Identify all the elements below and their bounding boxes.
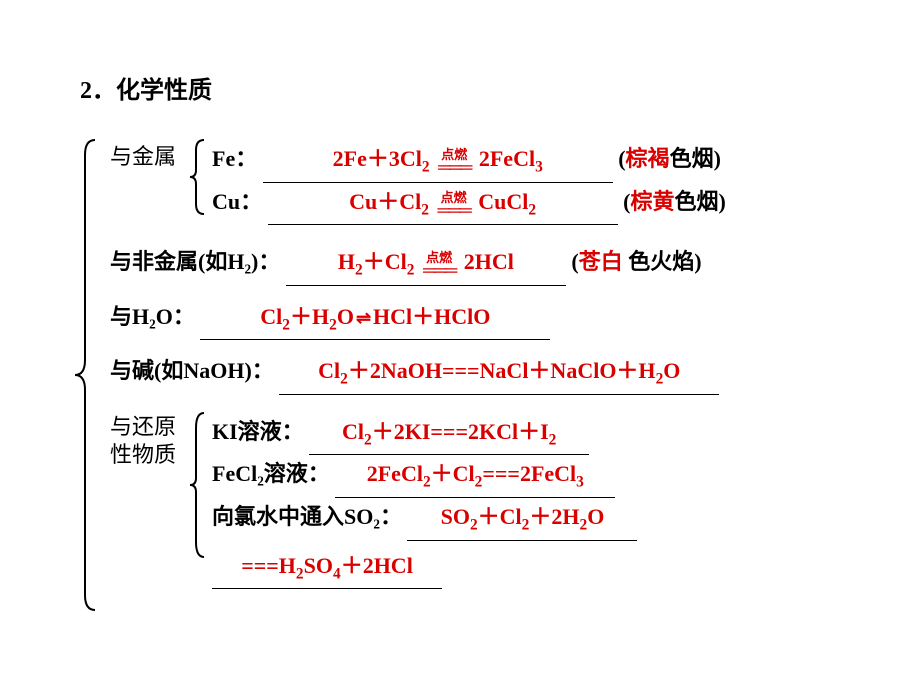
so2-equation-2: ===H2SO4＋2HCl [212, 547, 442, 590]
ki-equation: Cl2＋2KI===2KCl＋I2 [309, 413, 589, 456]
eq-ki: KI溶液： Cl2＋2KI===2KCl＋I2 [212, 413, 860, 456]
nonmetal-equation: H2＋Cl2 点燃═══ 2HCl [286, 243, 566, 286]
metal-brace [188, 137, 208, 217]
cu-equation: Cu＋Cl2 点燃═══ CuCl2 [268, 183, 618, 226]
cu-prefix: Cu： [212, 189, 262, 214]
fe-suffix: (棕褐色烟) [618, 146, 721, 171]
fe-prefix: Fe： [212, 146, 257, 171]
so2-equation-1: SO2＋Cl2＋2H2O [407, 498, 637, 541]
ki-prefix: KI溶液： [212, 419, 304, 444]
fe-equation: 2Fe＋3Cl2 点燃═══ 2FeCl3 [263, 140, 613, 183]
section-heading: 2．化学性质 [80, 70, 860, 105]
eq-cu: Cu： Cu＋Cl2 点燃═══ CuCl2 (棕黄色烟) [212, 183, 860, 226]
eq-fe: Fe： 2Fe＋3Cl2 点燃═══ 2FeCl3 (棕褐色烟) [212, 140, 860, 183]
eq-so2-cont: ===H2SO4＋2HCl [212, 547, 860, 590]
so2-prefix: 向氯水中通入SO₂： [212, 504, 402, 529]
nonmetal-suffix: (苍白 色火焰) [571, 249, 701, 274]
eq-so2: 向氯水中通入SO₂： SO2＋Cl2＋2H2O [212, 498, 860, 541]
label-base: 与碱(如NaOH)： [110, 358, 274, 383]
label-reducing: 与还原性物质 [110, 413, 190, 470]
eq-fecl2: FeCl₂溶液： 2FeCl2＋Cl2===2FeCl3 [212, 455, 860, 498]
category-reducing: 与还原性物质 KI溶液： Cl2＋2KI===2KCl＋I2 FeCl₂溶液： … [110, 413, 860, 589]
base-equation: Cl2＋2NaOH===NaCl＋NaClO＋H2O [279, 352, 719, 395]
label-water: 与H₂O： [110, 304, 195, 329]
reducing-brace [188, 410, 208, 560]
chemistry-content: 与金属 Fe： 2Fe＋3Cl2 点燃═══ 2FeCl3 (棕褐色烟) Cu：… [80, 140, 860, 589]
label-nonmetal: 与非金属(如H₂)： [110, 249, 280, 274]
fecl2-equation: 2FeCl2＋Cl2===2FeCl3 [335, 455, 615, 498]
category-metal: 与金属 Fe： 2Fe＋3Cl2 点燃═══ 2FeCl3 (棕褐色烟) Cu：… [110, 140, 860, 225]
category-nonmetal: 与非金属(如H₂)： H2＋Cl2 点燃═══ 2HCl (苍白 色火焰) [110, 243, 860, 286]
main-left-brace [70, 135, 100, 615]
water-equation: Cl2＋H2O⇌HCl＋HClO [200, 298, 550, 341]
label-metal: 与金属 [110, 140, 190, 173]
category-water: 与H₂O： Cl2＋H2O⇌HCl＋HClO [110, 298, 860, 341]
cu-suffix: (棕黄色烟) [623, 189, 726, 214]
category-base: 与碱(如NaOH)： Cl2＋2NaOH===NaCl＋NaClO＋H2O [110, 352, 860, 395]
fecl2-prefix: FeCl₂溶液： [212, 461, 330, 486]
